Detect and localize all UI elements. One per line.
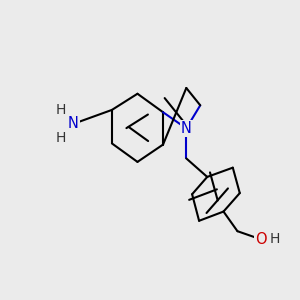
Text: H: H — [56, 103, 66, 117]
Text: O: O — [255, 232, 266, 247]
Text: N: N — [181, 121, 192, 136]
Text: H: H — [56, 131, 66, 145]
Text: H: H — [269, 232, 280, 246]
Text: N: N — [68, 116, 79, 131]
